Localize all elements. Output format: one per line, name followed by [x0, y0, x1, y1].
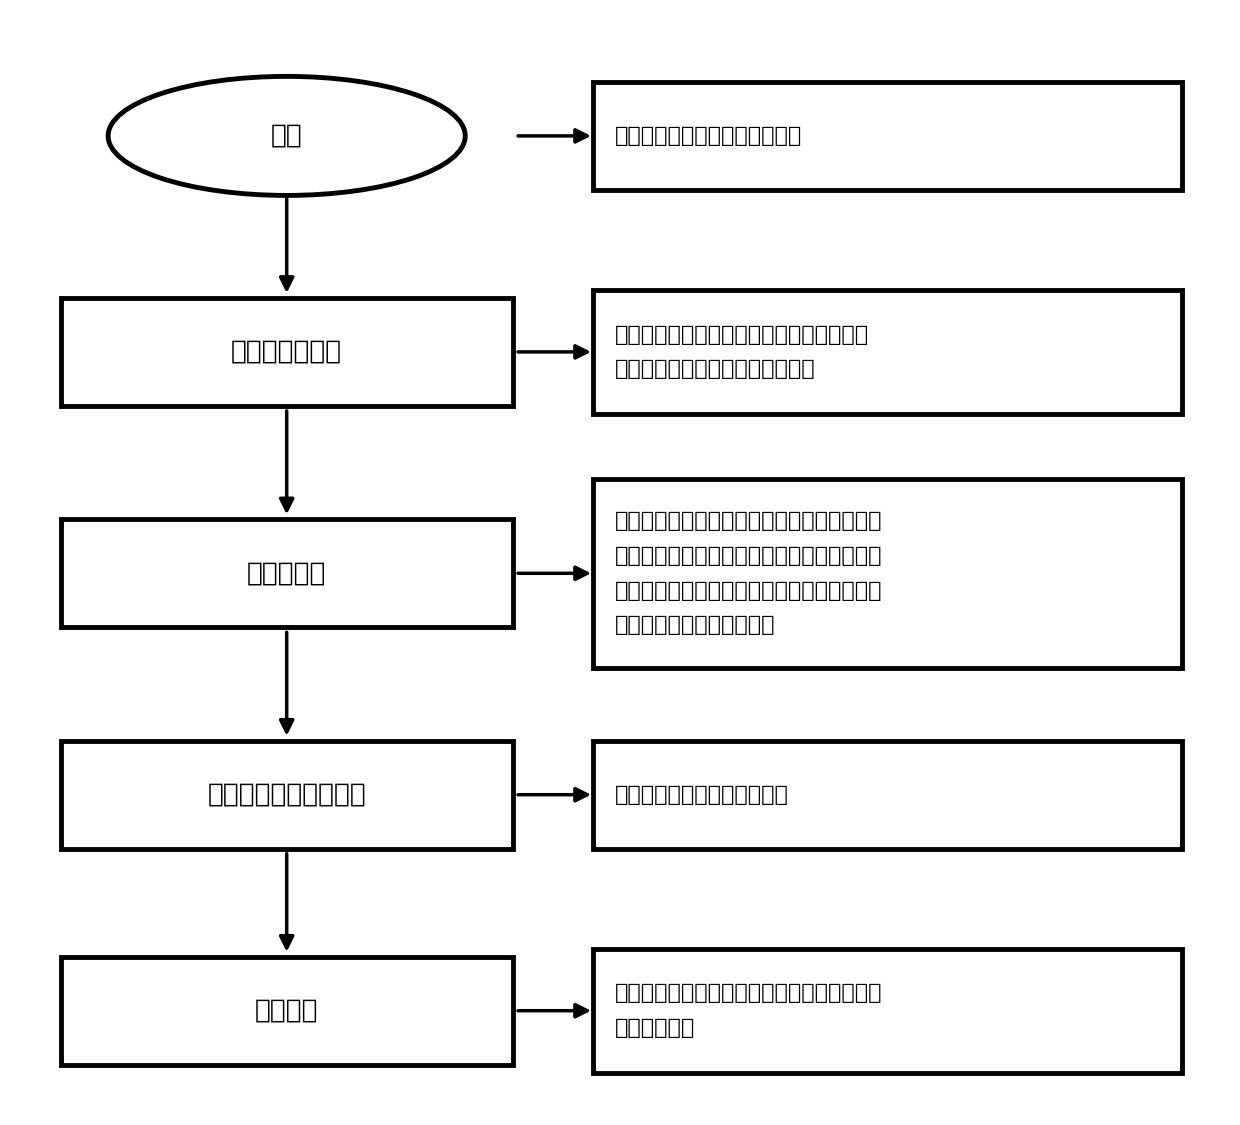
Text: 进行连接，得到测序文库。: 进行连接，得到测序文库。 — [615, 615, 775, 636]
Text: 样本准备：甲状腺细针穿刺活检: 样本准备：甲状腺细针穿刺活检 — [615, 126, 802, 146]
Text: 一步法建库: 一步法建库 — [247, 560, 326, 586]
Text: 提供临床指导: 提供临床指导 — [615, 1018, 694, 1038]
Text: 整合甲状腺结节良恶性相关基因的突变信息，: 整合甲状腺结节良恶性相关基因的突变信息， — [615, 983, 882, 1004]
Text: 数据分析: 数据分析 — [255, 998, 319, 1024]
Text: 与所述多个目标区域对应的扩增产物；利用通: 与所述多个目标区域对应的扩增产物；利用通 — [615, 546, 882, 566]
Text: 用引物，与所述多个目标区域对应的扩增产物: 用引物，与所述多个目标区域对应的扩增产物 — [615, 580, 882, 601]
Text: 多样本等量混合后高通量测序: 多样本等量混合后高通量测序 — [615, 785, 789, 804]
Text: 度、纯度，电泳检测核酸样品质量: 度、纯度，电泳检测核酸样品质量 — [615, 359, 815, 379]
Text: 磁珠法提取核酸，并测定提取核酸样品的浓: 磁珠法提取核酸，并测定提取核酸样品的浓 — [615, 325, 869, 344]
Text: 核酸基因组提取: 核酸基因组提取 — [231, 339, 342, 364]
Text: 开始: 开始 — [270, 123, 303, 148]
Text: 多样本混合后上机测序: 多样本混合后上机测序 — [207, 782, 366, 808]
Text: 对待测样本中的多个目标区域进行扩增，得到: 对待测样本中的多个目标区域进行扩增，得到 — [615, 512, 882, 531]
